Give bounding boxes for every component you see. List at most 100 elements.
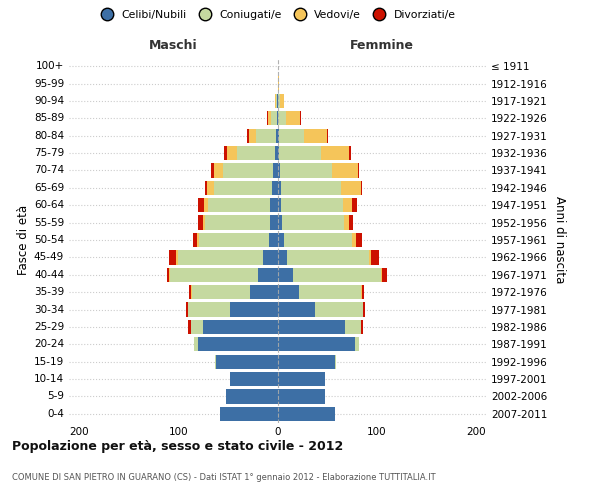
Bar xyxy=(344,216,349,230)
Bar xyxy=(169,268,170,282)
Bar xyxy=(327,128,328,143)
Bar xyxy=(284,233,352,247)
Bar xyxy=(277,164,280,177)
Text: COMUNE DI SAN PIETRO IN GUARANO (CS) - Dati ISTAT 1° gennaio 2012 - Elaborazione: COMUNE DI SAN PIETRO IN GUARANO (CS) - D… xyxy=(12,473,436,482)
Bar xyxy=(198,337,277,351)
Bar xyxy=(203,216,205,230)
Legend: Celibi/Nubili, Coniugati/e, Vedovi/e, Divorziati/e: Celibi/Nubili, Coniugati/e, Vedovi/e, Di… xyxy=(92,6,460,24)
Bar xyxy=(355,337,359,351)
Bar xyxy=(277,233,284,247)
Bar xyxy=(381,268,382,282)
Bar xyxy=(167,268,169,282)
Bar xyxy=(269,233,277,247)
Bar xyxy=(277,94,278,108)
Bar xyxy=(281,180,341,195)
Bar xyxy=(277,337,355,351)
Bar xyxy=(321,146,349,160)
Bar xyxy=(278,76,280,90)
Bar xyxy=(198,216,203,230)
Bar xyxy=(205,180,207,195)
Bar xyxy=(349,146,351,160)
Bar xyxy=(263,250,277,264)
Bar xyxy=(280,146,321,160)
Bar xyxy=(277,320,345,334)
Bar xyxy=(371,250,379,264)
Bar xyxy=(191,320,203,334)
Bar xyxy=(186,302,188,316)
Bar xyxy=(226,390,277,404)
Bar xyxy=(363,302,365,316)
Bar xyxy=(335,354,336,369)
Bar xyxy=(224,146,227,160)
Bar xyxy=(358,164,359,177)
Bar xyxy=(205,216,269,230)
Bar xyxy=(315,302,363,316)
Bar xyxy=(361,180,362,195)
Bar xyxy=(361,285,362,300)
Bar xyxy=(247,128,249,143)
Bar xyxy=(277,302,315,316)
Bar xyxy=(278,111,286,126)
Bar xyxy=(277,354,335,369)
Bar xyxy=(277,285,299,300)
Bar xyxy=(275,128,277,143)
Bar xyxy=(192,285,250,300)
Bar xyxy=(269,198,277,212)
Bar xyxy=(230,372,277,386)
Bar xyxy=(280,164,332,177)
Bar xyxy=(188,320,191,334)
Bar xyxy=(199,233,269,247)
Bar xyxy=(352,198,357,212)
Bar xyxy=(277,406,335,421)
Bar xyxy=(277,250,287,264)
Bar xyxy=(349,216,353,230)
Bar xyxy=(207,180,214,195)
Bar xyxy=(293,268,381,282)
Bar xyxy=(286,111,301,126)
Bar xyxy=(332,164,358,177)
Bar xyxy=(268,111,271,126)
Bar xyxy=(277,128,280,143)
Bar xyxy=(178,250,263,264)
Bar xyxy=(277,390,325,404)
Bar xyxy=(189,285,191,300)
Bar xyxy=(214,180,272,195)
Bar xyxy=(191,285,192,300)
Bar xyxy=(352,233,356,247)
Bar xyxy=(277,216,283,230)
Bar xyxy=(277,111,278,126)
Bar xyxy=(299,285,361,300)
Bar xyxy=(230,302,277,316)
Bar xyxy=(250,285,277,300)
Bar xyxy=(361,320,363,334)
Text: Femmine: Femmine xyxy=(350,40,414,52)
Bar xyxy=(341,180,361,195)
Bar xyxy=(272,164,277,177)
Bar xyxy=(369,250,371,264)
Bar xyxy=(382,268,387,282)
Bar xyxy=(197,233,199,247)
Bar xyxy=(277,198,281,212)
Bar xyxy=(223,164,272,177)
Bar xyxy=(343,198,352,212)
Bar xyxy=(216,354,277,369)
Bar xyxy=(193,233,197,247)
Bar xyxy=(215,354,216,369)
Bar xyxy=(256,128,275,143)
Bar xyxy=(203,320,277,334)
Bar xyxy=(280,94,284,108)
Bar xyxy=(277,268,293,282)
Bar xyxy=(271,111,277,126)
Bar xyxy=(194,337,198,351)
Bar xyxy=(281,198,343,212)
Bar xyxy=(283,216,344,230)
Bar xyxy=(220,406,277,421)
Bar xyxy=(275,94,277,108)
Bar xyxy=(266,111,268,126)
Bar xyxy=(257,268,277,282)
Y-axis label: Anni di nascita: Anni di nascita xyxy=(553,196,566,284)
Bar xyxy=(277,180,281,195)
Bar xyxy=(277,146,280,160)
Bar xyxy=(170,268,257,282)
Bar xyxy=(208,198,269,212)
